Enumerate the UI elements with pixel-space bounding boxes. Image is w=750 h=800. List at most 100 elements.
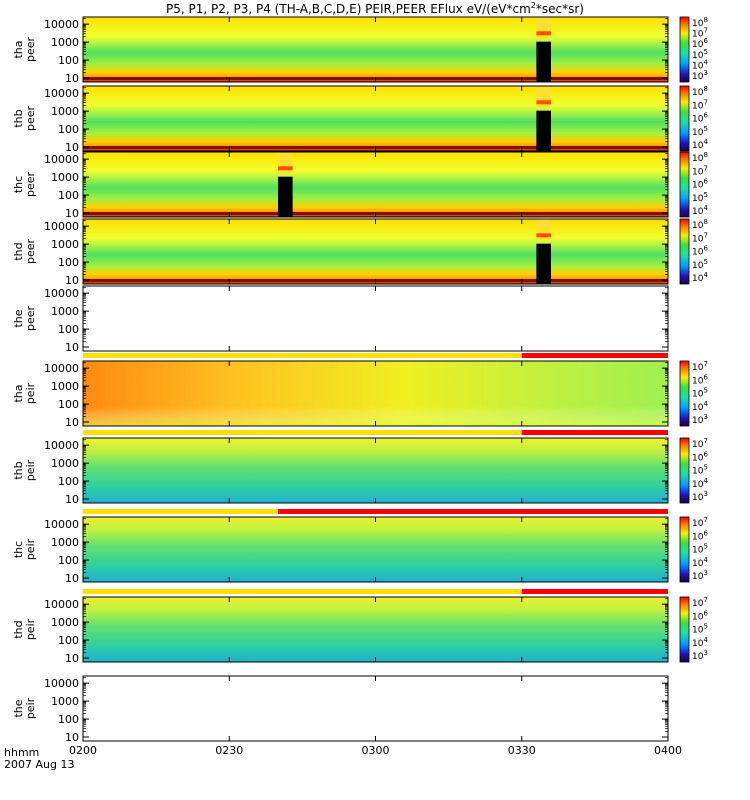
colorbar-label: 104 [692, 138, 708, 151]
colorbar-label: 108 [692, 16, 708, 29]
y-tick-label: 100 [58, 634, 79, 647]
panel-label: thdpeer [12, 239, 37, 265]
y-tick-label: 100 [58, 323, 79, 336]
y-tick-label: 10 [65, 72, 79, 85]
panel-the-peer: 10 100 1000 10000 thepeer [12, 285, 669, 354]
y-tick-label: 1000 [51, 695, 79, 708]
colorbar-label: 106 [692, 37, 708, 50]
y-tick-label: 10000 [44, 220, 79, 233]
colorbar-label: 108 [692, 218, 708, 231]
y-tick-label: 10000 [44, 153, 79, 166]
y-tick-label: 10000 [44, 439, 79, 452]
y-tick-label: 10000 [44, 87, 79, 100]
colorbar-label: 105 [692, 623, 708, 636]
colorbar [679, 85, 690, 152]
colorbar-label: 105 [692, 464, 708, 477]
colorbar-label: 103 [692, 490, 708, 503]
y-tick-label: 10000 [44, 362, 79, 375]
y-tick-label: 10 [65, 274, 79, 287]
x-tick-label: 0230 [215, 744, 243, 757]
gap-stripe [536, 100, 551, 105]
colorbar-label: 103 [692, 413, 708, 426]
gap-stripe [536, 233, 551, 238]
colorbar-label: 105 [692, 543, 708, 556]
panel-label: thbpeer [12, 106, 37, 132]
spectrogram-fill [83, 597, 668, 662]
y-tick-label: 1000 [51, 380, 79, 393]
gap-black [536, 243, 551, 284]
colorbar-label: 104 [692, 400, 708, 413]
colorbar-label: 104 [692, 58, 708, 71]
colorbar-label: 107 [692, 360, 708, 373]
spectrogram-overlay [83, 361, 668, 426]
y-tick-label: 10000 [44, 287, 79, 300]
colorbar-label: 105 [692, 258, 708, 271]
spectrogram-fill [83, 517, 668, 582]
y-tick-label: 10 [65, 341, 79, 354]
gap-black [536, 41, 551, 82]
mode-bar-yellow [83, 589, 522, 594]
figure-title: P5, P1, P2, P3, P4 (TH-A,B,C,D,E) PEIR,P… [166, 1, 584, 16]
y-tick-label: 100 [58, 189, 79, 202]
colorbar [679, 16, 690, 83]
y-tick-label: 10 [65, 652, 79, 665]
panel-label: thdpeir [12, 618, 37, 640]
colorbar-label: 107 [692, 164, 708, 177]
colorbar-label: 105 [692, 48, 708, 61]
colorbar-label: 103 [692, 649, 708, 662]
colorbar-label: 107 [692, 516, 708, 529]
colorbar-label: 106 [692, 245, 708, 258]
panel-frame [82, 285, 669, 352]
colorbar-label: 107 [692, 231, 708, 244]
y-tick-label: 100 [58, 256, 79, 269]
gap-black [278, 176, 293, 217]
colorbar-label: 107 [692, 98, 708, 111]
mode-bar-red [278, 509, 668, 514]
colorbar-label: 106 [692, 450, 708, 463]
colorbar-label: 108 [692, 151, 708, 164]
x-caption-hhmm: hhmm [4, 746, 39, 759]
x-tick-label: 0400 [654, 744, 682, 757]
y-tick-label: 1000 [51, 171, 79, 184]
panel-the-peir: 10 100 1000 10000 thepeir [12, 675, 669, 744]
colorbar-label: 104 [692, 556, 708, 569]
mode-bar-red [521, 430, 668, 435]
colorbar [679, 360, 690, 427]
y-tick-label: 100 [58, 554, 79, 567]
y-tick-label: 10 [65, 572, 79, 585]
x-caption-date: 2007 Aug 13 [4, 758, 74, 771]
y-tick-label: 10 [65, 731, 79, 744]
colorbar-label: 104 [692, 636, 708, 649]
y-tick-label: 1000 [51, 457, 79, 470]
colorbar-label: 104 [692, 271, 708, 284]
colorbar-label: 107 [692, 437, 708, 450]
panel-frame [82, 675, 669, 742]
y-tick-label: 100 [58, 475, 79, 488]
y-tick-label: 1000 [51, 616, 79, 629]
y-tick-label: 100 [58, 123, 79, 136]
y-tick-label: 100 [58, 54, 79, 67]
colorbar-label: 104 [692, 477, 708, 490]
y-tick-label: 10000 [44, 518, 79, 531]
colorbar-label: 105 [692, 387, 708, 400]
colorbar [679, 516, 690, 583]
colorbar-label: 106 [692, 178, 708, 191]
y-tick-label: 1000 [51, 36, 79, 49]
mode-bar-yellow [83, 353, 522, 358]
gap-stripe [536, 31, 551, 36]
y-tick-label: 1000 [51, 105, 79, 118]
y-tick-label: 10000 [44, 18, 79, 31]
mode-bar-yellow [83, 430, 522, 435]
spectrogram-fill [83, 86, 668, 151]
colorbar-label: 103 [692, 569, 708, 582]
y-tick-label: 100 [58, 398, 79, 411]
spectrogram-fill [83, 152, 668, 217]
